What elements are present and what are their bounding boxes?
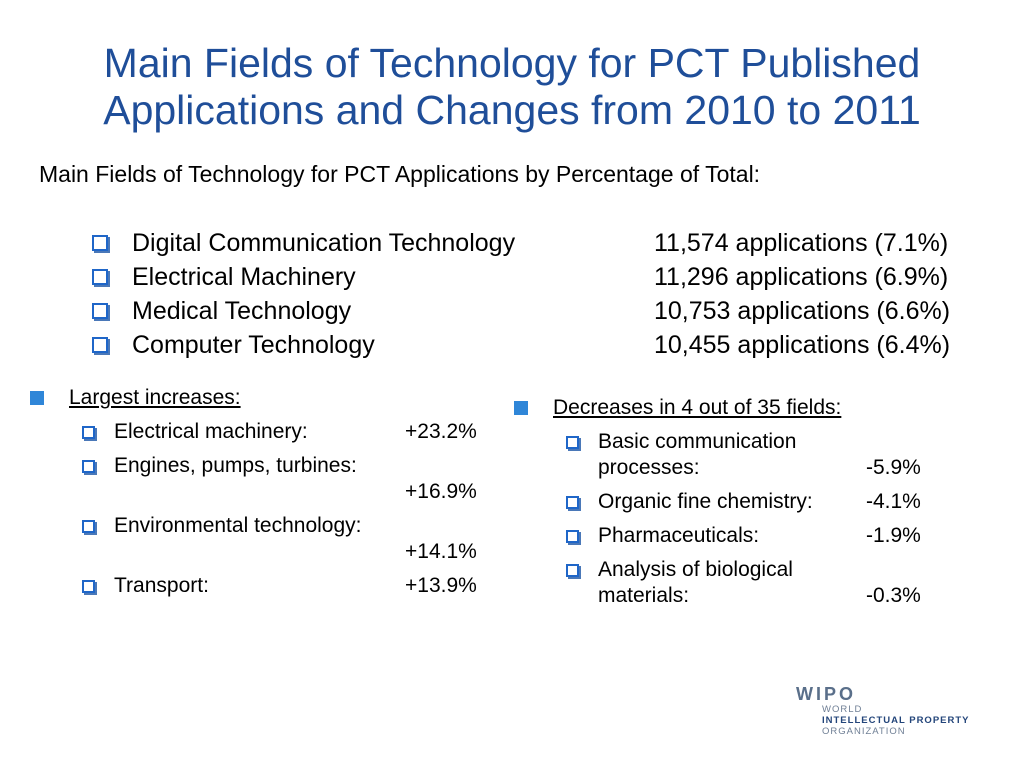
increase-label: Electrical machinery: (114, 420, 308, 443)
logo-line-2: INTELLECTUAL PROPERTY (822, 715, 970, 726)
decrease-value: -1.9% (866, 524, 921, 547)
decrease-value: -0.3% (866, 584, 921, 607)
subtitle: Main Fields of Technology for PCT Applic… (39, 161, 761, 187)
checkbox-bullet-icon (82, 580, 95, 593)
decreases-section: Decreases in 4 out of 35 fields: Basic c… (514, 395, 954, 617)
decrease-value: -5.9% (866, 456, 921, 479)
list-item: Pharmaceuticals: -1.9% (566, 523, 954, 549)
list-item: Transport: +13.9% (82, 573, 477, 599)
increase-value: +23.2% (405, 420, 477, 443)
checkbox-bullet-icon (82, 460, 95, 473)
field-name: Electrical Machinery (132, 263, 356, 291)
checkbox-bullet-icon (566, 530, 579, 543)
logo-line-1: WORLD (822, 704, 863, 715)
checkbox-bullet-icon (92, 303, 108, 319)
field-count: 11,574 applications (7.1%) (654, 229, 949, 257)
field-count: 10,455 applications (6.4%) (654, 331, 951, 359)
list-item: Electrical Machinery 11,296 applications… (92, 262, 992, 296)
checkbox-bullet-icon (92, 235, 108, 251)
decrease-value: -4.1% (866, 490, 921, 513)
increase-label: Engines, pumps, turbines: (114, 454, 357, 477)
decrease-label: Analysis of biological (598, 558, 793, 581)
field-name: Digital Communication Technology (132, 229, 516, 257)
increases-section: Largest increases: Electrical machinery:… (30, 385, 477, 607)
title-line-1: Main Fields of Technology for PCT Publis… (103, 40, 921, 86)
increase-label: Environmental technology: (114, 514, 362, 537)
increase-label: Transport: (114, 574, 209, 597)
increase-value: +14.1% (405, 540, 477, 563)
increases-heading-row: Largest increases: (30, 385, 470, 419)
decrease-label-cont: processes: (598, 456, 700, 479)
list-item: Medical Technology 10,753 applications (… (92, 296, 992, 330)
list-item: Electrical machinery: +23.2% (82, 419, 477, 445)
decrease-label: Pharmaceuticals: (598, 524, 760, 547)
list-item: Analysis of biological materials: -0.3% (566, 557, 954, 609)
checkbox-bullet-icon (566, 496, 579, 509)
field-count: 11,296 applications (6.9%) (654, 263, 949, 291)
list-item: Organic fine chemistry: -4.1% (566, 489, 954, 515)
square-bullet-icon (30, 391, 44, 405)
decrease-label: Organic fine chemistry: (598, 490, 813, 513)
title-line-2: Applications and Changes from 2010 to 20… (103, 87, 921, 133)
logo-line-3: ORGANIZATION (822, 726, 906, 737)
field-name: Computer Technology (132, 331, 375, 359)
increases-heading: Largest increases: (69, 386, 241, 409)
decreases-heading-row: Decreases in 4 out of 35 fields: (514, 395, 954, 429)
list-item: Engines, pumps, turbines: +16.9% (82, 453, 477, 505)
field-name: Medical Technology (132, 297, 352, 325)
checkbox-bullet-icon (82, 426, 95, 439)
field-count: 10,753 applications (6.6%) (654, 297, 951, 325)
checkbox-bullet-icon (92, 269, 108, 285)
decrease-label: Basic communication (598, 430, 797, 453)
decrease-label-cont: materials: (598, 584, 690, 607)
increase-value: +16.9% (405, 480, 477, 503)
square-bullet-icon (514, 401, 528, 415)
checkbox-bullet-icon (92, 337, 108, 353)
list-item: Environmental technology: +14.1% (82, 513, 477, 565)
increase-value: +13.9% (405, 574, 477, 597)
list-item: Basic communication processes: -5.9% (566, 429, 954, 481)
decreases-heading: Decreases in 4 out of 35 fields: (553, 396, 842, 419)
checkbox-bullet-icon (566, 564, 579, 577)
wipo-logo: WIPO WORLD INTELLECTUAL PROPERTY ORGANIZ… (796, 684, 970, 737)
list-item: Digital Communication Technology 11,574 … (92, 228, 992, 262)
top-fields-list: Digital Communication Technology 11,574 … (92, 228, 992, 364)
checkbox-bullet-icon (82, 520, 95, 533)
logo-mark: WIPO (796, 684, 856, 704)
slide-title: Main Fields of Technology for PCT Publis… (0, 40, 1024, 134)
checkbox-bullet-icon (566, 436, 579, 449)
list-item: Computer Technology 10,455 applications … (92, 330, 992, 364)
